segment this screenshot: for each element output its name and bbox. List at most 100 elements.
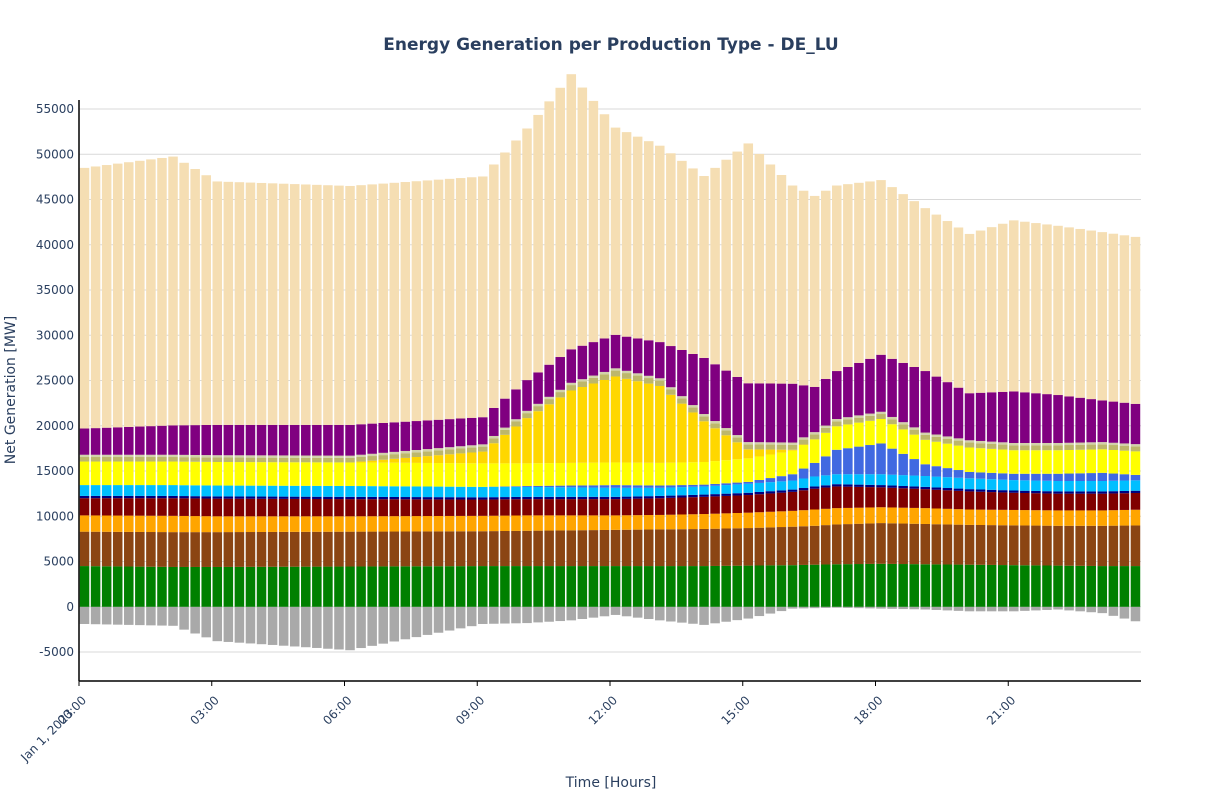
bar-segment bbox=[953, 227, 964, 388]
bar-segment bbox=[566, 485, 577, 488]
bar-segment bbox=[776, 175, 787, 384]
bar-segment bbox=[433, 515, 444, 532]
bar-segment bbox=[1009, 445, 1019, 451]
bar-stack bbox=[632, 136, 643, 618]
bar-segment bbox=[666, 389, 676, 395]
bar-segment bbox=[367, 423, 377, 454]
bar-segment bbox=[964, 524, 975, 565]
bar-segment bbox=[289, 498, 300, 517]
y-tick-label: 40000 bbox=[36, 238, 74, 252]
bar-segment bbox=[666, 495, 676, 498]
bar-segment bbox=[1108, 493, 1119, 511]
bar-segment bbox=[566, 349, 577, 383]
bar-segment bbox=[1031, 480, 1041, 491]
bar-segment bbox=[101, 566, 112, 607]
bar-segment bbox=[201, 175, 211, 426]
bar-segment bbox=[533, 114, 543, 373]
bar-segment bbox=[898, 485, 908, 489]
bar-segment-negative bbox=[1130, 606, 1141, 622]
bar-segment bbox=[820, 427, 831, 433]
bar-segment bbox=[920, 371, 931, 433]
bar-segment bbox=[798, 490, 809, 511]
bar-segment-negative bbox=[621, 606, 632, 617]
bar-segment bbox=[1053, 442, 1063, 446]
bar-segment bbox=[555, 487, 565, 497]
bar-segment bbox=[986, 472, 997, 480]
bar-stack bbox=[975, 230, 986, 612]
bar-segment bbox=[278, 485, 289, 497]
bar-segment bbox=[666, 462, 676, 486]
bar-segment bbox=[466, 177, 477, 418]
bar-segment bbox=[489, 407, 499, 436]
bar-segment bbox=[422, 449, 433, 452]
bar-segment bbox=[256, 516, 267, 532]
bar-stack bbox=[256, 182, 267, 645]
bar-segment-negative bbox=[953, 606, 964, 611]
bar-segment bbox=[466, 566, 477, 607]
bar-segment bbox=[843, 474, 853, 485]
bar-segment bbox=[389, 496, 400, 500]
bar-segment-negative bbox=[433, 606, 444, 633]
bar-segment bbox=[588, 566, 599, 607]
bar-segment bbox=[820, 190, 831, 379]
bar-segment bbox=[433, 179, 444, 420]
bar-segment bbox=[433, 450, 444, 456]
bar-segment bbox=[887, 523, 897, 564]
bar-segment bbox=[643, 485, 654, 488]
bar-segment bbox=[931, 524, 942, 565]
bar-segment-negative bbox=[190, 606, 200, 634]
bar-stack bbox=[809, 195, 820, 609]
bar-segment bbox=[621, 336, 632, 371]
bar-segment bbox=[610, 370, 621, 377]
bar-segment bbox=[455, 178, 466, 419]
bar-segment-negative bbox=[455, 606, 466, 629]
bar-segment bbox=[754, 153, 765, 384]
bar-segment bbox=[997, 223, 1008, 392]
bar-segment bbox=[135, 566, 145, 607]
bar-segment bbox=[666, 514, 676, 530]
bar-segment bbox=[931, 436, 942, 442]
bar-segment bbox=[666, 346, 676, 388]
bar-segment bbox=[975, 489, 986, 492]
bar-segment bbox=[223, 566, 234, 607]
bar-stack bbox=[234, 182, 245, 643]
bar-segment bbox=[743, 495, 754, 513]
bar-segment bbox=[832, 421, 842, 427]
bar-segment bbox=[90, 428, 101, 455]
bar-segment bbox=[632, 373, 643, 376]
bar-segment bbox=[599, 485, 610, 488]
bar-segment bbox=[323, 566, 333, 607]
y-tick-label: 35000 bbox=[36, 283, 74, 297]
bar-segment bbox=[1130, 480, 1141, 491]
bar-stack bbox=[688, 168, 698, 624]
bar-segment bbox=[234, 462, 245, 486]
bar-segment bbox=[1031, 223, 1041, 394]
bar-segment-negative bbox=[898, 606, 908, 610]
bar-segment bbox=[666, 485, 676, 488]
bar-segment bbox=[743, 383, 754, 443]
bar-segment bbox=[964, 489, 975, 492]
bar-segment bbox=[179, 515, 189, 533]
bar-segment bbox=[920, 439, 931, 465]
bar-segment-negative bbox=[677, 606, 687, 623]
bar-segment-negative bbox=[754, 606, 765, 617]
bar-segment bbox=[455, 448, 466, 454]
bar-segment bbox=[765, 482, 776, 492]
bar-segment bbox=[146, 159, 156, 427]
bar-segment bbox=[1020, 473, 1030, 481]
bar-segment bbox=[135, 426, 145, 455]
bar-segment bbox=[765, 449, 776, 455]
bar-segment bbox=[522, 410, 532, 414]
bar-segment bbox=[323, 457, 333, 463]
bar-stack bbox=[79, 167, 90, 624]
bar-stack bbox=[555, 87, 565, 622]
bar-segment bbox=[820, 378, 831, 426]
bar-segment bbox=[533, 406, 543, 412]
bar-segment bbox=[90, 485, 101, 496]
bar-segment bbox=[389, 531, 400, 567]
y-tick-label: 15000 bbox=[36, 464, 74, 478]
bar-segment bbox=[455, 497, 466, 500]
bar-segment-negative bbox=[1009, 606, 1019, 612]
bar-segment bbox=[1097, 449, 1108, 473]
bar-segment bbox=[677, 529, 687, 567]
